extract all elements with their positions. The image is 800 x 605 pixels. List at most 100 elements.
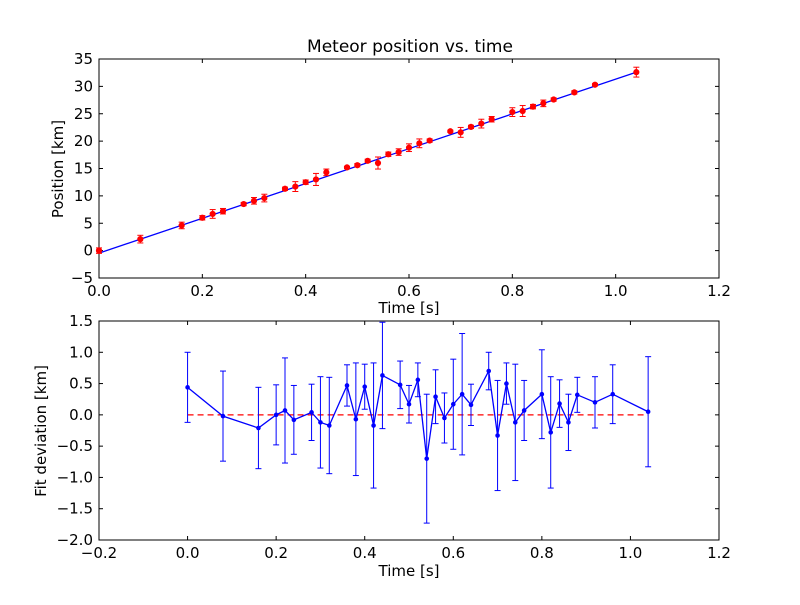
position-x-tick-label: 1.0 bbox=[604, 282, 628, 300]
position-data-point bbox=[519, 107, 526, 115]
position-data-point bbox=[199, 214, 206, 221]
deviation-chart: −0.2 0.0 0.2 0.4 0.6 0.8 1.0 1.2 −2.0−1.5−1.0−0… bbox=[32, 312, 731, 580]
deviation-y-tick-label: 0.5 bbox=[69, 375, 93, 393]
position-data-point bbox=[591, 81, 599, 88]
deviation-data-point bbox=[353, 416, 359, 422]
deviation-x-axis-label: Time [s] bbox=[378, 562, 440, 580]
position-data-layer bbox=[95, 66, 640, 254]
position-y-tick-label: 10 bbox=[74, 187, 93, 205]
position-data-point bbox=[343, 164, 351, 171]
position-data-point bbox=[240, 200, 247, 208]
position-y-tick-label: 20 bbox=[74, 132, 93, 150]
deviation-data-point bbox=[273, 412, 279, 418]
deviation-y-tick-label: −1.5 bbox=[57, 500, 93, 518]
position-data-point bbox=[529, 103, 537, 110]
deviation-x-tick-label: −0.2 bbox=[81, 544, 117, 562]
position-data-point bbox=[312, 176, 320, 183]
position-y-tick-label: 15 bbox=[74, 160, 93, 178]
position-y-axis-label: Position [km] bbox=[49, 120, 67, 218]
position-x-ticks: 0.0 0.2 0.4 0.6 0.8 1.0 1.2 bbox=[87, 59, 731, 300]
position-x-tick-label: 0.4 bbox=[294, 282, 318, 300]
deviation-data-point bbox=[592, 400, 598, 405]
deviation-x-tick-label: 0.2 bbox=[264, 544, 288, 562]
deviation-data-point bbox=[504, 381, 509, 386]
position-y-ticks: −5 0 5 10 15 20 25 30 35 bbox=[71, 50, 719, 287]
position-data-point bbox=[95, 247, 103, 254]
deviation-x-tick-label: 0.0 bbox=[176, 544, 200, 562]
deviation-data-point bbox=[256, 425, 261, 431]
deviation-data-point bbox=[371, 423, 376, 428]
deviation-data-point bbox=[309, 410, 314, 415]
position-data-point bbox=[302, 179, 309, 186]
deviation-series-line bbox=[187, 368, 649, 459]
position-data-point bbox=[137, 236, 144, 243]
position-x-tick-label: 0.6 bbox=[397, 282, 421, 300]
position-data-point bbox=[447, 128, 454, 135]
position-data-point bbox=[219, 208, 227, 215]
position-chart-title: Meteor position vs. time bbox=[307, 37, 513, 57]
position-y-tick-label: −5 bbox=[71, 269, 93, 287]
position-data-point bbox=[478, 120, 485, 127]
deviation-data-point bbox=[318, 420, 323, 425]
position-x-axis-label: Time [s] bbox=[378, 299, 440, 317]
deviation-data-point bbox=[574, 392, 580, 398]
position-x-tick-label: 1.2 bbox=[707, 282, 731, 300]
position-data-point bbox=[457, 129, 464, 136]
deviation-data-point bbox=[406, 401, 412, 407]
position-data-point bbox=[178, 222, 185, 229]
deviation-data-point bbox=[380, 373, 385, 378]
deviation-y-axis-label: Fit deviation [km] bbox=[32, 365, 50, 497]
deviation-data-point bbox=[415, 377, 421, 383]
position-data-point bbox=[509, 109, 516, 116]
position-data-point bbox=[467, 123, 475, 130]
position-y-tick-label: 5 bbox=[83, 214, 93, 232]
deviation-x-tick-label: 1.0 bbox=[618, 544, 642, 562]
position-y-tick-label: 30 bbox=[74, 77, 93, 95]
deviation-y-tick-label: 1.0 bbox=[69, 343, 93, 361]
position-data-point bbox=[354, 162, 361, 169]
position-x-tick-label: 0.0 bbox=[87, 282, 111, 300]
deviation-data-point bbox=[433, 394, 438, 400]
deviation-data-point bbox=[424, 456, 430, 461]
deviation-x-tick-label: 0.8 bbox=[530, 544, 554, 562]
deviation-data-point bbox=[344, 383, 350, 388]
position-y-tick-label: 35 bbox=[74, 50, 93, 68]
position-y-tick-label: 25 bbox=[74, 105, 93, 123]
deviation-y-tick-label: 0.0 bbox=[69, 406, 93, 424]
deviation-y-tick-label: −2.0 bbox=[57, 531, 93, 549]
deviation-data-point bbox=[548, 430, 554, 435]
deviation-data-point bbox=[539, 391, 545, 397]
deviation-data-point bbox=[468, 402, 474, 408]
position-data-point bbox=[364, 157, 371, 164]
deviation-data-point bbox=[645, 409, 651, 415]
deviation-y-tick-label: −0.5 bbox=[57, 437, 93, 455]
position-data-point bbox=[292, 183, 299, 190]
position-data-point bbox=[550, 96, 557, 103]
position-data-point bbox=[209, 210, 216, 218]
position-data-point bbox=[395, 148, 402, 156]
deviation-data-point bbox=[397, 382, 403, 388]
deviation-data-point bbox=[450, 401, 456, 407]
position-data-point bbox=[416, 140, 423, 147]
deviation-data-point bbox=[495, 433, 500, 438]
deviation-data-point bbox=[282, 408, 288, 413]
position-y-tick-label: 0 bbox=[83, 242, 93, 260]
deviation-data-point bbox=[486, 368, 492, 374]
deviation-x-tick-label: 1.2 bbox=[707, 544, 731, 562]
deviation-data-point bbox=[610, 391, 616, 397]
position-data-point bbox=[540, 100, 547, 107]
deviation-data-point bbox=[566, 420, 571, 425]
deviation-data-layer bbox=[184, 321, 652, 524]
deviation-data-point bbox=[220, 413, 226, 419]
deviation-y-ticks: −2.0 −1.5 −1.0 −0.5 0.0 0.5 1.0 1.5 bbox=[57, 312, 719, 549]
deviation-data-point bbox=[557, 401, 562, 406]
deviation-plot-area bbox=[98, 320, 720, 541]
deviation-x-tick-label: 0.4 bbox=[353, 544, 377, 562]
position-x-tick-label: 0.8 bbox=[500, 282, 524, 300]
deviation-x-tick-label: 0.6 bbox=[441, 544, 465, 562]
position-plot-area bbox=[98, 58, 720, 279]
position-data-point bbox=[323, 169, 330, 176]
deviation-x-ticks: −0.2 0.0 0.2 0.4 0.6 0.8 1.0 1.2 bbox=[81, 321, 731, 562]
